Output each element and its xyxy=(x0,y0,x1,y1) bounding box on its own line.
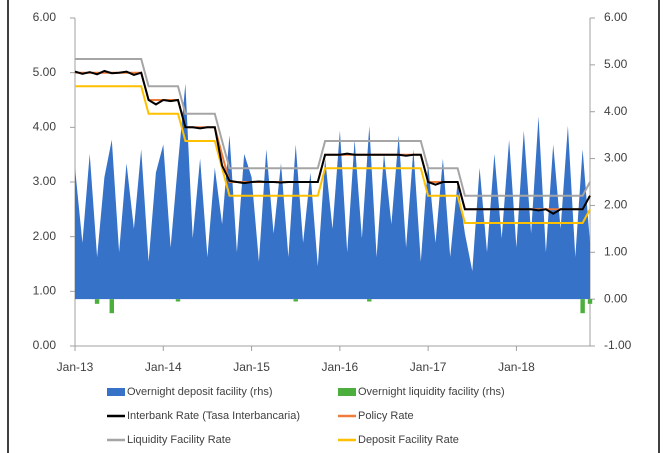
bar xyxy=(580,299,585,314)
y2-tick-label: 1.00 xyxy=(604,244,628,258)
bar xyxy=(293,299,298,302)
line xyxy=(75,58,591,197)
legend-label: Deposit Facility Rate xyxy=(358,434,459,446)
y2-tick-label: 6.00 xyxy=(604,10,628,24)
bar xyxy=(587,299,593,304)
legend-label: Interbank Rate (Tasa Interbancaria) xyxy=(127,410,300,422)
x-tick-label: Jan-14 xyxy=(145,360,182,374)
area xyxy=(75,83,590,300)
line xyxy=(74,69,591,215)
y-tick-label: 3.00 xyxy=(33,174,57,188)
y-tick-label: 4.00 xyxy=(33,120,57,134)
y-tick-label: 6.00 xyxy=(33,10,57,24)
x-tick-label: Jan-16 xyxy=(322,360,359,374)
x-tick-label: Jan-13 xyxy=(57,360,94,374)
frame xyxy=(7,0,660,453)
y2-tick-label: -1.00 xyxy=(604,338,632,352)
x-tick-label: Jan-18 xyxy=(498,360,535,374)
bar xyxy=(109,299,114,314)
legend-label: Liquidity Facility Rate xyxy=(127,434,231,446)
line xyxy=(75,85,591,224)
legend-swatch xyxy=(107,388,125,396)
y2-tick-label: 5.00 xyxy=(604,57,628,71)
y-tick-label: 0.00 xyxy=(33,338,57,352)
bar xyxy=(175,299,181,302)
y-tick-label: 1.00 xyxy=(33,284,57,298)
y-tick-label: 5.00 xyxy=(33,65,57,79)
legend-label: Policy Rate xyxy=(358,410,414,422)
legend-label: Overnight liquidity facility (rhs) xyxy=(358,386,505,398)
legend: Overnight deposit facility (rhs) Overnigh… xyxy=(107,386,505,446)
y2-tick-label: 0.00 xyxy=(604,291,628,305)
x-tick-label: Jan-15 xyxy=(233,360,270,374)
y2-tick-label: 4.00 xyxy=(604,104,628,118)
legend-label: Overnight deposit facility (rhs) xyxy=(127,386,273,398)
bar xyxy=(367,299,372,302)
legend-swatch xyxy=(338,388,356,396)
x-tick-label: Jan-17 xyxy=(410,360,447,374)
bar xyxy=(94,299,100,304)
y2-tick-label: 2.00 xyxy=(604,198,628,212)
y2-tick-label: 3.00 xyxy=(604,151,628,165)
y-tick-label: 2.00 xyxy=(33,229,57,243)
